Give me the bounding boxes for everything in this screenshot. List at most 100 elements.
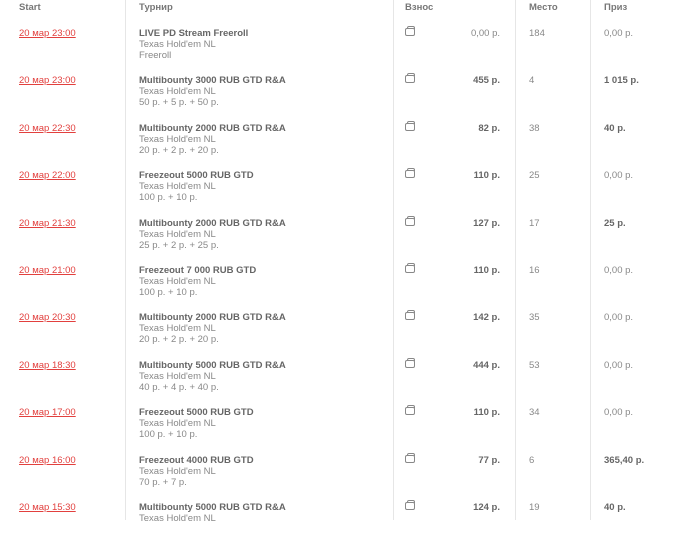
table-row: 20 мар 18:30 Multibounty 5000 RUB GTD R&A… [0,357,700,407]
buyin-structure: 25 р. + 2 р. + 25 р. [139,239,219,251]
tournament-name: Freezeout 7 000 RUB GTD [139,265,257,276]
prize-amount: 40 р. [604,122,626,134]
table-row: 20 мар 22:30 Multibounty 2000 RUB GTD R&A… [0,120,700,170]
prize-amount: 0,00 р. [604,170,634,182]
buyin-amount: 110 р. [473,265,500,276]
buyin-structure: 100 р. + 10 р. [139,287,198,298]
buyin-structure: 100 р. + 10 р. [139,192,198,204]
place-value: 53 [529,359,540,371]
start-date-link[interactable]: 20 мар 23:00 [19,75,76,87]
prize-amount: 0,00 р. [604,359,634,371]
wallet-icon [405,500,415,510]
wallet-icon [405,215,415,226]
tournament-name: Multibounty 2000 RUB GTD R&A [139,312,286,324]
wallet-icon [405,26,415,36]
prize-amount: 0,00 р. [604,265,634,276]
buyin-amount: 444 р. [473,359,500,371]
game-type: Texas Hold'em NL [139,39,216,50]
game-type: Texas Hold'em NL [139,370,216,382]
wallet-icon [405,452,415,463]
place-value: 38 [529,122,540,134]
game-type: Texas Hold'em NL [139,465,216,477]
header-start[interactable]: Start [19,2,41,13]
start-date-link[interactable]: 20 мар 23:00 [19,28,76,39]
start-date-link[interactable]: 20 мар 18:30 [19,359,76,371]
buyin-amount: 77 р. [478,454,500,466]
wallet-icon [405,168,415,179]
tournament-name: Freezeout 5000 RUB GTD [139,407,254,419]
wallet-icon [405,263,415,273]
place-value: 25 [529,170,540,182]
buyin-structure: 70 р. + 7 р. [139,476,187,488]
prize-amount: 365,40 р. [604,454,645,466]
prize-amount: 1 015 р. [604,75,639,87]
buyin-structure: 50 р. + 5 р. + 50 р. [139,97,219,109]
start-date-link[interactable]: 20 мар 20:30 [19,312,76,324]
table-row: 20 мар 23:00 Multibounty 3000 RUB GTD R&A… [0,73,700,122]
table-row: 20 мар 20:30 Multibounty 2000 RUB GTD R&A… [0,310,700,359]
buyin-amount: 110 р. [473,170,500,182]
buyin-amount: 0,00 р. [470,28,500,39]
start-date-link[interactable]: 20 мар 21:30 [19,217,76,229]
buyin-structure: Freeroll [139,50,172,61]
tournament-name: Freezeout 4000 RUB GTD [139,454,254,466]
place-value: 16 [529,265,540,276]
buyin-amount: 455 р. [473,75,500,87]
prize-amount: 0,00 р. [604,28,634,39]
tournament-name: Multibounty 5000 RUB GTD R&A [139,502,286,513]
tournament-name: Freezeout 5000 RUB GTD [139,170,254,182]
game-type: Texas Hold'em NL [139,276,216,287]
wallet-icon [405,310,415,321]
place-value: 4 [529,75,535,87]
table-row: 20 мар 23:00 LIVE PD Stream Freeroll Texas… [0,26,700,75]
buyin-amount: 110 р. [473,407,500,419]
prize-amount: 0,00 р. [604,312,634,324]
place-value: 19 [529,502,540,513]
wallet-icon [405,120,415,131]
table-row: 20 мар 21:30 Multibounty 2000 RUB GTD R&A… [0,215,700,265]
game-type: Texas Hold'em NL [139,418,216,430]
header-place[interactable]: Место [529,2,558,13]
table-row: 20 мар 15:30 Multibounty 5000 RUB GTD R&A… [0,500,700,549]
game-type: Texas Hold'em NL [139,513,216,524]
place-value: 6 [529,454,535,466]
buyin-structure: 20 р. + 2 р. + 20 р. [139,334,219,346]
game-type: Texas Hold'em NL [139,86,216,98]
start-date-link[interactable]: 20 мар 17:00 [19,407,76,419]
game-type: Texas Hold'em NL [139,228,216,240]
prize-amount: 25 р. [604,217,626,229]
header-buyin[interactable]: Взнос [405,2,434,13]
place-value: 184 [529,28,545,39]
tournament-name: Multibounty 3000 RUB GTD R&A [139,75,286,87]
wallet-icon [405,405,415,416]
column-divider [590,0,591,520]
header-prize[interactable]: Приз [604,2,628,13]
buyin-amount: 124 р. [473,502,500,513]
table-row: 20 мар 21:00 Freezeout 7 000 RUB GTD Texas… [0,263,700,312]
buyin-amount: 127 р. [473,217,500,229]
tournament-name: LIVE PD Stream Freeroll [139,28,249,39]
start-date-link[interactable]: 20 мар 15:30 [19,502,76,513]
place-value: 17 [529,217,540,229]
prize-amount: 40 р. [604,502,626,513]
start-date-link[interactable]: 20 мар 22:30 [19,122,76,134]
tournament-name: Multibounty 2000 RUB GTD R&A [139,122,286,134]
buyin-amount: 142 р. [473,312,500,324]
game-type: Texas Hold'em NL [139,181,216,193]
start-date-link[interactable]: 20 мар 22:00 [19,170,76,182]
game-type: Texas Hold'em NL [139,323,216,335]
tournament-name: Multibounty 5000 RUB GTD R&A [139,359,286,371]
table-row: 20 мар 17:00 Freezeout 5000 RUB GTD Texas … [0,405,700,454]
place-value: 35 [529,312,540,324]
header-tournament[interactable]: Турнир [139,2,173,13]
buyin-structure: 20 р. + 2 р. + 20 р. [139,144,219,156]
start-date-link[interactable]: 20 мар 16:00 [19,454,76,466]
column-divider [515,0,516,520]
tournament-name: Multibounty 2000 RUB GTD R&A [139,217,286,229]
wallet-icon [405,73,415,84]
start-date-link[interactable]: 20 мар 21:00 [19,265,76,276]
prize-amount: 0,00 р. [604,407,634,419]
place-value: 34 [529,407,540,419]
buyin-structure: 40 р. + 4 р. + 40 р. [139,381,219,393]
game-type: Texas Hold'em NL [139,133,216,145]
